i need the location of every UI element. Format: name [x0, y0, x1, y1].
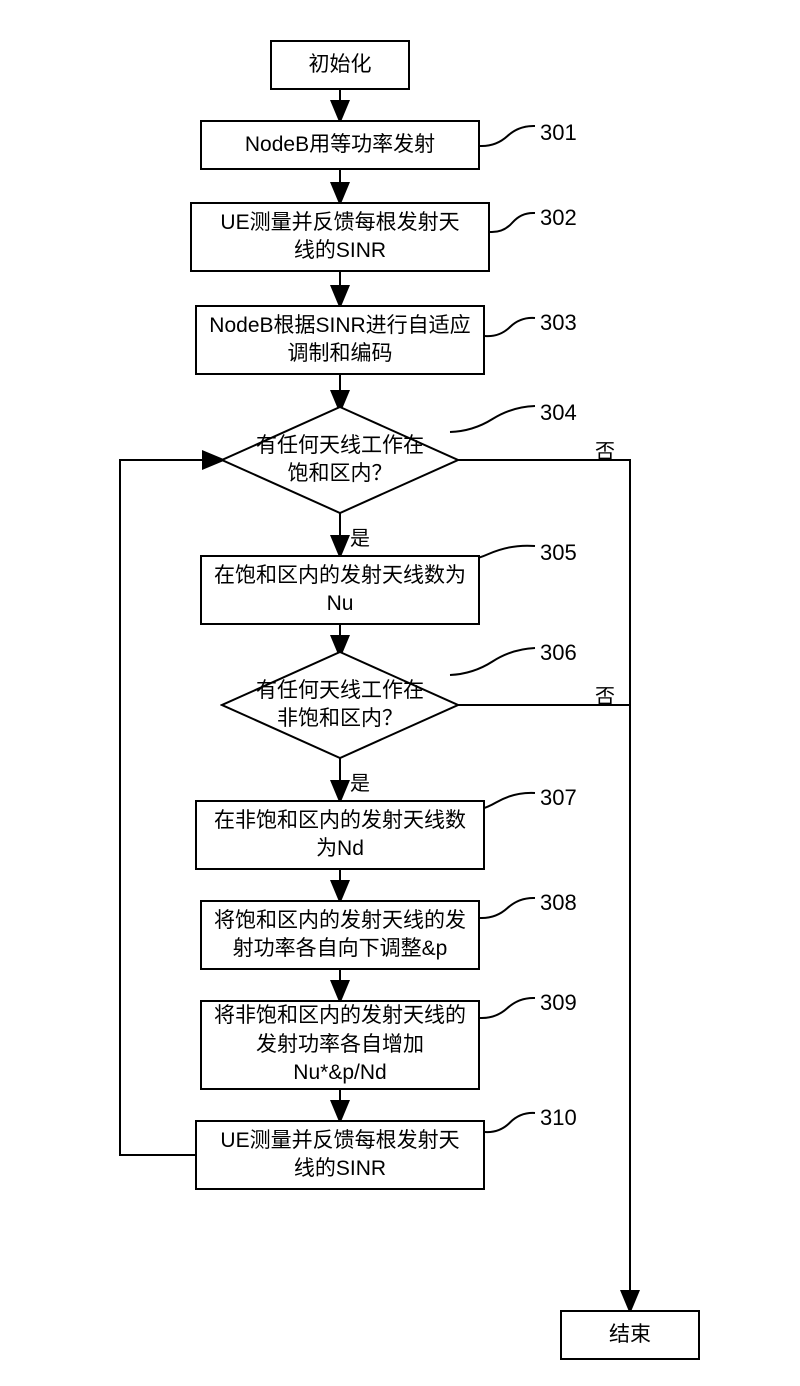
step-label-l307: 307	[540, 785, 577, 811]
node-n310: UE测量并反馈每根发射天线的SINR	[195, 1120, 485, 1190]
step-label-l308: 308	[540, 890, 577, 916]
edge-label-d304_yes: 是	[350, 522, 370, 551]
node-n307: 在非饱和区内的发射天线数为Nd	[195, 800, 485, 870]
step-label-l302: 302	[540, 205, 577, 231]
edge-label-d306_no: 否	[595, 680, 615, 709]
node-n305: 在饱和区内的发射天线数为Nu	[200, 555, 480, 625]
node-d306: 有任何天线工作在非饱和区内？	[220, 650, 460, 760]
node-end: 结束	[560, 1310, 700, 1360]
node-start: 初始化	[270, 40, 410, 90]
step-label-l310: 310	[540, 1105, 577, 1131]
step-label-l304: 304	[540, 400, 577, 426]
step-label-l301: 301	[540, 120, 577, 146]
edge-label-d306_yes: 是	[350, 767, 370, 796]
node-n301: NodeB用等功率发射	[200, 120, 480, 170]
node-n308: 将饱和区内的发射天线的发射功率各自向下调整&p	[200, 900, 480, 970]
node-n302: UE测量并反馈每根发射天线的SINR	[190, 202, 490, 272]
step-label-l303: 303	[540, 310, 577, 336]
node-n303: NodeB根据SINR进行自适应调制和编码	[195, 305, 485, 375]
node-d304: 有任何天线工作在饱和区内？	[220, 405, 460, 515]
flowchart-canvas: 初始化 NodeB用等功率发射 UE测量并反馈每根发射天线的SINR NodeB根据S…	[0, 0, 800, 1386]
step-label-l309: 309	[540, 990, 577, 1016]
step-label-l305: 305	[540, 540, 577, 566]
step-label-l306: 306	[540, 640, 577, 666]
edge-label-d304_no: 否	[595, 435, 615, 464]
node-n309: 将非饱和区内的发射天线的发射功率各自增加Nu*&p/Nd	[200, 1000, 480, 1090]
